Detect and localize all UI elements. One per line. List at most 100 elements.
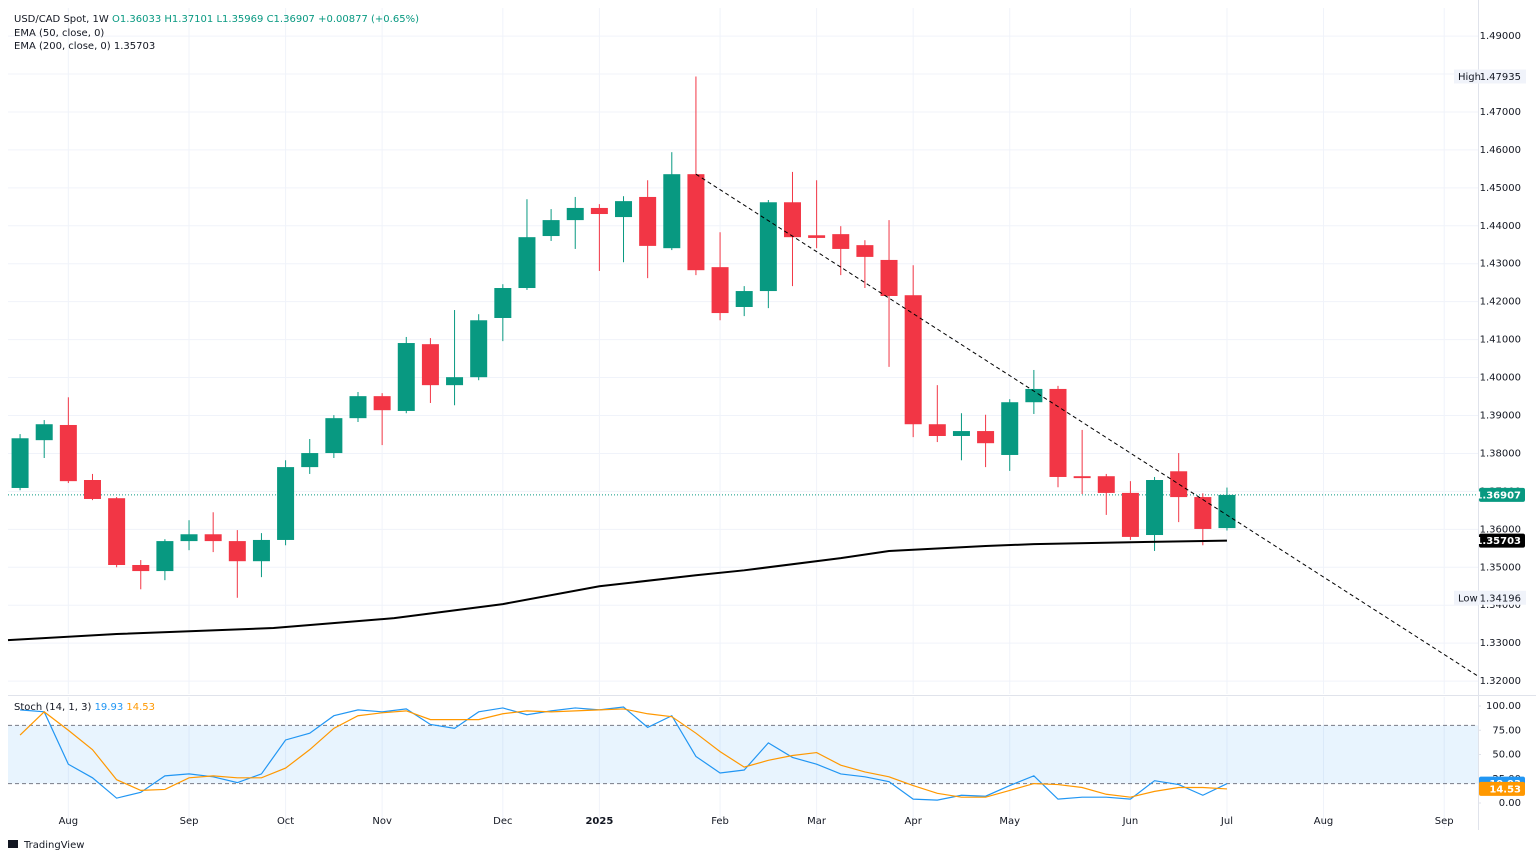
candle-body <box>639 196 657 246</box>
x-tick-label: Apr <box>905 816 923 827</box>
candle <box>977 414 995 468</box>
candle <box>349 391 367 422</box>
price-label-title: Low <box>1458 593 1478 604</box>
y-tick-label: 1.38000 <box>1480 448 1521 459</box>
candle <box>252 533 270 578</box>
candle-body <box>856 245 874 257</box>
candle <box>180 520 198 551</box>
candle-body <box>1194 497 1212 529</box>
candle <box>856 240 874 289</box>
candle-body <box>615 201 633 218</box>
candle-body <box>1097 476 1115 493</box>
price-label-bg <box>1454 590 1526 605</box>
candle <box>783 171 801 287</box>
candle <box>1025 369 1043 414</box>
candle-body <box>277 467 295 540</box>
legend-change: +0.00877 (+0.65%) <box>318 14 419 25</box>
candle-body <box>83 480 101 499</box>
grid <box>8 8 1481 829</box>
candle <box>687 76 705 276</box>
candle-body <box>494 288 512 318</box>
candle <box>639 180 657 279</box>
ema-line <box>7 539 1227 642</box>
candle <box>277 460 295 546</box>
candle-body <box>349 396 367 419</box>
candle-body <box>735 291 753 307</box>
price-label-value: 1.34196 <box>1480 593 1521 604</box>
candle <box>1001 399 1019 471</box>
candle-body <box>711 267 729 314</box>
candle-body <box>832 234 850 249</box>
x-tick-label: Aug <box>1314 816 1334 827</box>
candle-body <box>11 438 29 488</box>
legend-ema-value: 1.35703 <box>114 41 155 52</box>
candle <box>108 497 126 568</box>
candle-body <box>228 541 246 562</box>
last-price-label-text: 1.36907 <box>1475 490 1521 501</box>
candle <box>301 439 319 474</box>
stoch-value-label-bg <box>1479 781 1525 796</box>
legend-ema-name: EMA (200, close, 0) <box>14 41 111 52</box>
candle <box>59 397 77 484</box>
candle-body <box>590 207 608 215</box>
stoch-legend-title: Stoch (14, 1, 3) <box>14 702 91 713</box>
y-tick-label: 1.44000 <box>1480 221 1521 232</box>
candle <box>1194 493 1212 546</box>
candle <box>518 199 536 290</box>
candle <box>397 336 415 414</box>
stoch-legend: Stoch (14, 1, 3) 19.93 14.53 <box>14 702 155 713</box>
candle-body <box>977 431 995 444</box>
candle-body <box>180 534 198 542</box>
candle-body <box>687 174 705 271</box>
x-tick-label: Aug <box>59 816 79 827</box>
candle <box>759 199 777 309</box>
candle-body <box>566 207 584 221</box>
candle-body <box>663 174 681 249</box>
legend-ohlc: H1.37101 <box>164 14 213 25</box>
candle-body <box>1073 476 1091 479</box>
legend-symbol: USD/CAD Spot, 1W <box>14 14 109 25</box>
price-label-title: High <box>1458 72 1481 83</box>
y-tick-label: 1.41000 <box>1480 335 1521 346</box>
candle <box>880 220 898 367</box>
legend-main: USD/CAD Spot, 1W O1.36033 H1.37101 L1.35… <box>14 14 419 25</box>
candle-body <box>518 237 536 289</box>
y-tick-label: 1.39000 <box>1480 411 1521 422</box>
x-tick-label: Sep <box>1435 816 1454 827</box>
x-tick-label: Dec <box>493 816 512 827</box>
candle <box>156 539 174 581</box>
candle <box>470 314 488 381</box>
y-tick-label: 1.33000 <box>1480 638 1521 649</box>
candle <box>1121 481 1139 540</box>
candle-body <box>952 431 970 436</box>
ema-value-label: 1.35703 <box>1475 533 1525 548</box>
candle-body <box>397 343 415 411</box>
candle-body <box>759 202 777 292</box>
candle-body <box>1001 402 1019 455</box>
y-tick-label: 75.00 <box>1492 725 1521 736</box>
brand-text: TradingView <box>23 840 84 851</box>
candle-body <box>108 498 126 565</box>
x-tick-label: Feb <box>711 816 729 827</box>
candle <box>566 196 584 249</box>
stoch-value-label-text: 14.53 <box>1489 784 1521 795</box>
candle-body <box>1146 480 1164 536</box>
price-label-bg <box>1454 69 1526 84</box>
candle-body <box>808 235 826 238</box>
y-tick-label: 1.46000 <box>1480 145 1521 156</box>
y-tick-label: 1.32000 <box>1480 676 1521 687</box>
candle-body <box>325 418 343 454</box>
candle-body <box>1025 388 1043 403</box>
x-tick-label: Oct <box>277 816 294 827</box>
legend-ohlc: C1.36907 <box>267 14 315 25</box>
candle <box>542 209 560 241</box>
x-tick-label: Nov <box>372 816 392 827</box>
candle-body <box>470 320 488 378</box>
legend-ohlc: O1.36033 <box>112 14 161 25</box>
candle <box>83 473 101 501</box>
candle-body <box>1218 494 1236 529</box>
y-tick-label: 50.00 <box>1492 750 1521 761</box>
candle-body <box>421 344 439 386</box>
